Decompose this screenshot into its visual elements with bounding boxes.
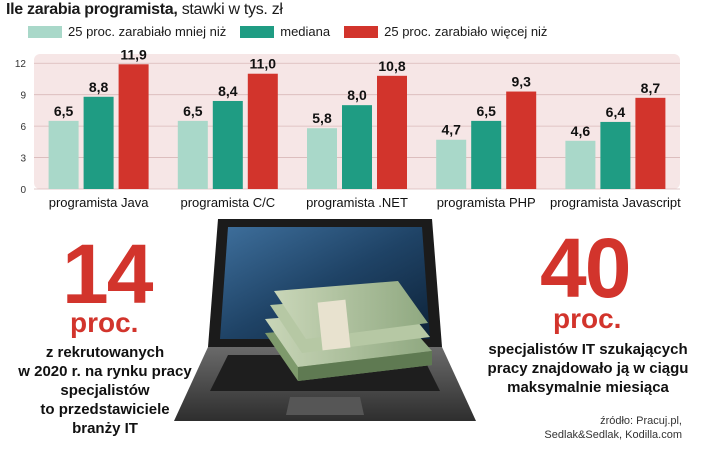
bar bbox=[436, 139, 467, 189]
bar bbox=[600, 121, 631, 189]
data-label: 8,0 bbox=[347, 87, 367, 103]
bar bbox=[83, 96, 114, 189]
legend-swatch-upper-quartile bbox=[344, 25, 379, 38]
stat-right-unit: proc. bbox=[553, 303, 622, 334]
bar bbox=[247, 73, 278, 189]
y-tick-label: 12 bbox=[15, 59, 27, 70]
legend: 25 proc. zarabiało mniej niż mediana 25 … bbox=[28, 24, 561, 39]
money-stack-icon bbox=[265, 281, 432, 381]
data-label: 8,7 bbox=[641, 80, 661, 96]
data-label: 8,4 bbox=[218, 83, 238, 99]
bar bbox=[565, 140, 596, 189]
bar bbox=[48, 120, 79, 189]
category-label: programista C/C bbox=[180, 195, 275, 210]
bar bbox=[377, 75, 407, 189]
data-label: 6,5 bbox=[476, 103, 496, 119]
data-label: 9,3 bbox=[511, 74, 531, 90]
legend-item-lower-quartile: 25 proc. zarabiało mniej niż bbox=[28, 24, 226, 39]
bar bbox=[118, 64, 149, 189]
stat-left-caption: z rekrutowanych w 2020 r. na rynku pracy… bbox=[18, 344, 192, 437]
data-label: 6,4 bbox=[606, 104, 626, 120]
bar bbox=[342, 105, 372, 189]
category-label: programista Java bbox=[49, 195, 149, 210]
bar bbox=[177, 120, 208, 189]
bar bbox=[506, 91, 537, 189]
bar bbox=[471, 120, 502, 189]
y-tick-label: 0 bbox=[20, 185, 26, 196]
y-tick-label: 6 bbox=[20, 122, 26, 133]
legend-label-upper-quartile: 25 proc. zarabiało więcej niż bbox=[384, 24, 548, 39]
stat-left-unit: proc. bbox=[70, 307, 139, 338]
category-label: programista Javascript bbox=[550, 195, 681, 210]
y-tick-label: 9 bbox=[20, 91, 26, 102]
data-label: 10,8 bbox=[378, 58, 405, 74]
laptop-touchpad bbox=[286, 397, 364, 415]
source-note: źródło: Pracuj.pl, Sedlak&Sedlak, Kodill… bbox=[544, 415, 682, 441]
bar-chart: 0 3 6 9 12 6,5 8,8 11,9 programista Java 6,5 8,4 11… bbox=[15, 50, 681, 210]
bar bbox=[307, 128, 337, 189]
data-label: 4,6 bbox=[571, 123, 591, 139]
data-label: 11,0 bbox=[250, 56, 277, 72]
data-label: 8,8 bbox=[89, 79, 109, 95]
legend-label-lower-quartile: 25 proc. zarabiało mniej niż bbox=[68, 24, 227, 39]
stat-right-number: 40 bbox=[540, 221, 631, 315]
legend-label-median: mediana bbox=[280, 24, 331, 39]
chart-title-subtitle: stawki w tys. zł bbox=[177, 1, 283, 18]
data-label: 6,5 bbox=[54, 103, 74, 119]
legend-swatch-median bbox=[240, 25, 275, 38]
chart-title: Ile zarabia programista, stawki w tys. z… bbox=[6, 1, 283, 19]
legend-swatch-lower-quartile bbox=[28, 25, 62, 38]
category-label: programista PHP bbox=[437, 195, 536, 210]
chart-title-bold: Ile zarabia programista, bbox=[6, 1, 178, 18]
data-label: 6,5 bbox=[183, 103, 203, 119]
bar bbox=[635, 97, 666, 189]
legend-item-median: mediana bbox=[240, 24, 330, 39]
data-label: 11,9 bbox=[120, 50, 147, 62]
y-tick-label: 3 bbox=[20, 154, 26, 165]
legend-item-upper-quartile: 25 proc. zarabiało więcej niż bbox=[344, 24, 547, 39]
data-label: 4,7 bbox=[441, 122, 461, 138]
stat-right-caption: specjalistów IT szukających pracy znajdo… bbox=[487, 341, 689, 396]
stat-left-number: 14 bbox=[62, 227, 153, 321]
laptop-with-money-illustration bbox=[174, 219, 476, 421]
data-label: 5,8 bbox=[312, 110, 332, 126]
bar bbox=[212, 100, 243, 189]
category-label: programista .NET bbox=[306, 195, 408, 210]
